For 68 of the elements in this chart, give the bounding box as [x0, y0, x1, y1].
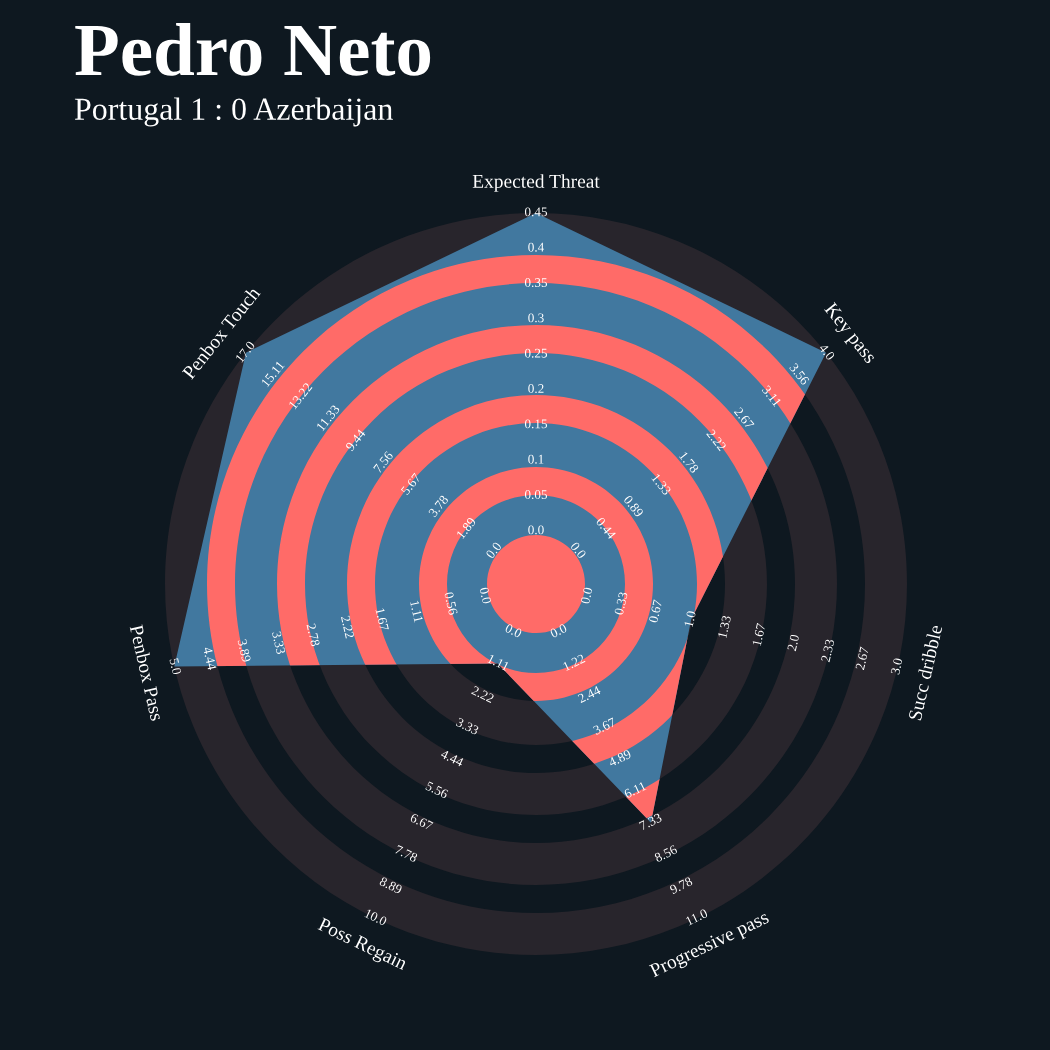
chart-title: Pedro Neto [75, 22, 431, 76]
text: 6.67 [409, 812, 434, 831]
text: 8.89 [378, 876, 403, 895]
text: 0.89 [623, 494, 644, 518]
text: 11.0 [685, 908, 709, 926]
text: 1.33 [651, 473, 672, 496]
text: 0.45 [524, 207, 548, 217]
text: 9.78 [669, 876, 694, 895]
text: 0.0 [570, 541, 587, 560]
text: 1.67 [752, 623, 766, 646]
text: 2.33 [820, 638, 835, 663]
text: 0.4 [528, 242, 545, 252]
text: 1.11 [410, 600, 424, 623]
text: 0.1 [528, 454, 544, 464]
text: 6.11 [623, 781, 647, 799]
spoke-label: Expected Threat [472, 174, 600, 192]
text: 0.3 [528, 313, 544, 323]
text: 1.11 [487, 654, 510, 671]
text: 9.44 [345, 428, 366, 452]
spoke-label: Succ dribble [907, 624, 943, 721]
text: 0.0 [580, 587, 593, 605]
text: 10.0 [364, 908, 388, 927]
text: 3.78 [428, 494, 449, 518]
text: 0.2 [528, 384, 544, 394]
text: 2.78 [306, 623, 321, 647]
text: 17.0 [235, 340, 256, 363]
text: 0.56 [444, 591, 458, 616]
text: 3.89 [237, 638, 252, 663]
text: 0.33 [614, 591, 628, 616]
text: 0.67 [648, 599, 663, 624]
spoke-label: Penbox Pass [129, 624, 165, 722]
text: 2.22 [706, 428, 727, 452]
text: 3.0 [890, 657, 903, 675]
text: 1.67 [375, 608, 389, 631]
text: 7.78 [394, 845, 419, 863]
text: 2.0 [787, 634, 800, 652]
text: 2.22 [471, 685, 495, 703]
text: 3.11 [761, 384, 782, 407]
text: 1.78 [678, 451, 700, 474]
text: 5.0 [169, 658, 182, 675]
text: 3.56 [789, 362, 810, 386]
text: 0.0 [479, 587, 492, 605]
text: 2.67 [733, 406, 755, 430]
chart-subtitle: Portugal 1 : 0 Azerbaijan [74, 97, 393, 127]
text: 0.44 [595, 516, 617, 540]
text: 3.33 [272, 631, 286, 655]
text: 1.33 [717, 615, 732, 639]
text: 5.56 [425, 781, 449, 799]
text: 2.44 [577, 685, 602, 704]
text: 4.44 [203, 646, 217, 671]
text: 4.44 [440, 749, 465, 767]
text: 7.56 [373, 450, 394, 474]
text: 1.89 [456, 516, 477, 540]
text: 7.33 [638, 812, 663, 831]
text: 0.0 [504, 623, 523, 639]
text: 2.67 [855, 646, 869, 671]
text: 0.0 [549, 623, 568, 639]
text: 0.0 [528, 525, 544, 535]
text: 2.22 [341, 615, 355, 639]
text: 0.0 [485, 541, 502, 560]
text: 5.67 [400, 472, 422, 496]
text: 1.22 [562, 653, 586, 671]
text: 4.0 [818, 343, 836, 361]
text: 3.33 [455, 717, 480, 736]
text: 8.56 [653, 844, 678, 863]
text: 1.0 [684, 610, 696, 627]
text: 4.89 [607, 749, 632, 767]
text: 3.67 [592, 717, 617, 735]
